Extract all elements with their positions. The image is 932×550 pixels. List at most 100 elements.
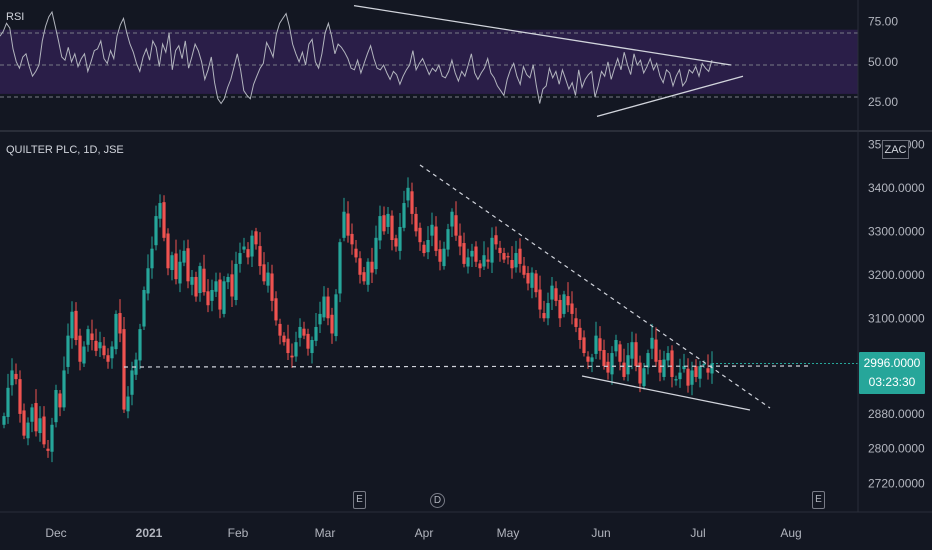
- candle-body: [374, 237, 378, 270]
- candle-body: [122, 329, 126, 410]
- candle-body: [242, 246, 246, 250]
- time-tick-label: 2021: [136, 526, 163, 540]
- time-tick-label: Jun: [591, 526, 610, 540]
- candle-body: [174, 253, 178, 280]
- candle-body: [390, 215, 394, 240]
- candle-body: [502, 253, 506, 260]
- candle-body: [530, 272, 534, 288]
- candle-body: [706, 368, 710, 373]
- candle-body: [418, 227, 422, 243]
- candle-body: [50, 424, 54, 452]
- time-tick-label: Aug: [780, 526, 801, 540]
- candle-body: [662, 359, 666, 377]
- candle-body: [574, 318, 578, 327]
- candle-body: [230, 274, 234, 297]
- candle-body: [602, 350, 606, 367]
- candle-body: [494, 235, 498, 245]
- candle-body: [666, 353, 670, 361]
- candle-body: [286, 338, 290, 354]
- price-axis[interactable]: 3500.00003400.00003300.00003200.00003100…: [868, 137, 925, 490]
- candle-body: [526, 273, 530, 284]
- rsi-pane[interactable]: RSI: [0, 4, 858, 117]
- candle-body: [562, 294, 566, 314]
- candle-body: [386, 213, 390, 227]
- time-tick-label: Mar: [315, 526, 336, 540]
- future-earnings-event-icon[interactable]: E: [812, 491, 825, 509]
- price-tick-label: 2880.0000: [868, 407, 925, 421]
- candle-body: [438, 249, 442, 262]
- rsi-resistance-trendline: [353, 4, 732, 66]
- candle-body: [298, 326, 302, 338]
- candle-body: [406, 187, 410, 201]
- candle-body: [458, 235, 462, 247]
- rsi-line-group: [0, 10, 713, 105]
- time-axis[interactable]: Dec 2021 Feb Mar Apr May Jun Jul Aug: [45, 526, 801, 540]
- candle-body: [138, 329, 142, 361]
- candle-body: [218, 279, 222, 310]
- candle-body: [454, 215, 458, 236]
- candle-body: [178, 261, 182, 284]
- candle-body: [6, 387, 10, 417]
- candle-body: [542, 313, 546, 319]
- candle-body: [314, 326, 318, 341]
- rsi-support-trendline: [596, 75, 744, 117]
- time-tick-label: Dec: [45, 526, 66, 540]
- candle-body: [570, 303, 574, 314]
- candle-body: [578, 327, 582, 340]
- candle-body: [238, 253, 242, 264]
- currency-badge[interactable]: ZAC: [882, 140, 909, 159]
- candle-body: [62, 370, 66, 408]
- last-price-tag: 2996.0000 03:23:30: [859, 352, 925, 394]
- candle-body: [194, 276, 198, 297]
- candle-body: [682, 366, 686, 370]
- candle-body: [278, 323, 282, 336]
- candle-body: [638, 362, 642, 384]
- time-tick-label: May: [497, 526, 520, 540]
- candle-body: [634, 342, 638, 367]
- candle-body: [370, 261, 374, 273]
- candle-body: [142, 290, 146, 327]
- rsi-trendlines[interactable]: [353, 4, 744, 117]
- candle-body: [250, 235, 254, 257]
- candle-body: [586, 356, 590, 362]
- rsi-axis[interactable]: 75.00 50.00 25.00: [868, 15, 898, 109]
- candle-body: [294, 342, 298, 357]
- candle-body: [622, 362, 626, 377]
- candle-body: [350, 233, 354, 245]
- time-tick-label: Feb: [228, 526, 249, 540]
- candle-body: [566, 296, 570, 306]
- candle-body: [94, 340, 98, 351]
- candle-body: [702, 363, 706, 365]
- price-tick-label: 3300.0000: [868, 224, 925, 238]
- candle-body: [10, 370, 14, 386]
- candle-body: [442, 248, 446, 267]
- symbol-title: QUILTER PLC, 1D, JSE: [6, 144, 124, 156]
- candle-body: [254, 231, 258, 245]
- price-pane[interactable]: QUILTER PLC, 1D, JSE: [2, 144, 858, 463]
- candle-body: [102, 345, 106, 356]
- earnings-event-icon[interactable]: E: [353, 491, 366, 509]
- rsi-line: [0, 10, 713, 105]
- candle-body: [490, 237, 494, 263]
- candle-body: [422, 244, 426, 254]
- candle-body: [462, 243, 466, 264]
- candles-group: [2, 177, 714, 463]
- candle-body: [106, 355, 110, 362]
- candle-body: [474, 246, 478, 262]
- candle-body: [146, 268, 150, 294]
- price-drawings[interactable]: [123, 164, 858, 411]
- dividend-event-icon[interactable]: D: [430, 493, 445, 508]
- candle-body: [362, 272, 366, 282]
- candle-body: [534, 273, 538, 293]
- candle-body: [466, 257, 470, 267]
- candle-body: [698, 366, 702, 379]
- candle-body: [646, 353, 650, 368]
- candle-body: [114, 313, 118, 350]
- candle-body: [46, 448, 50, 451]
- candle-body: [686, 368, 690, 386]
- candle-body: [182, 250, 186, 263]
- candle-body: [90, 333, 94, 340]
- rsi-tick-label: 75.00: [868, 15, 898, 29]
- candle-body: [302, 328, 306, 336]
